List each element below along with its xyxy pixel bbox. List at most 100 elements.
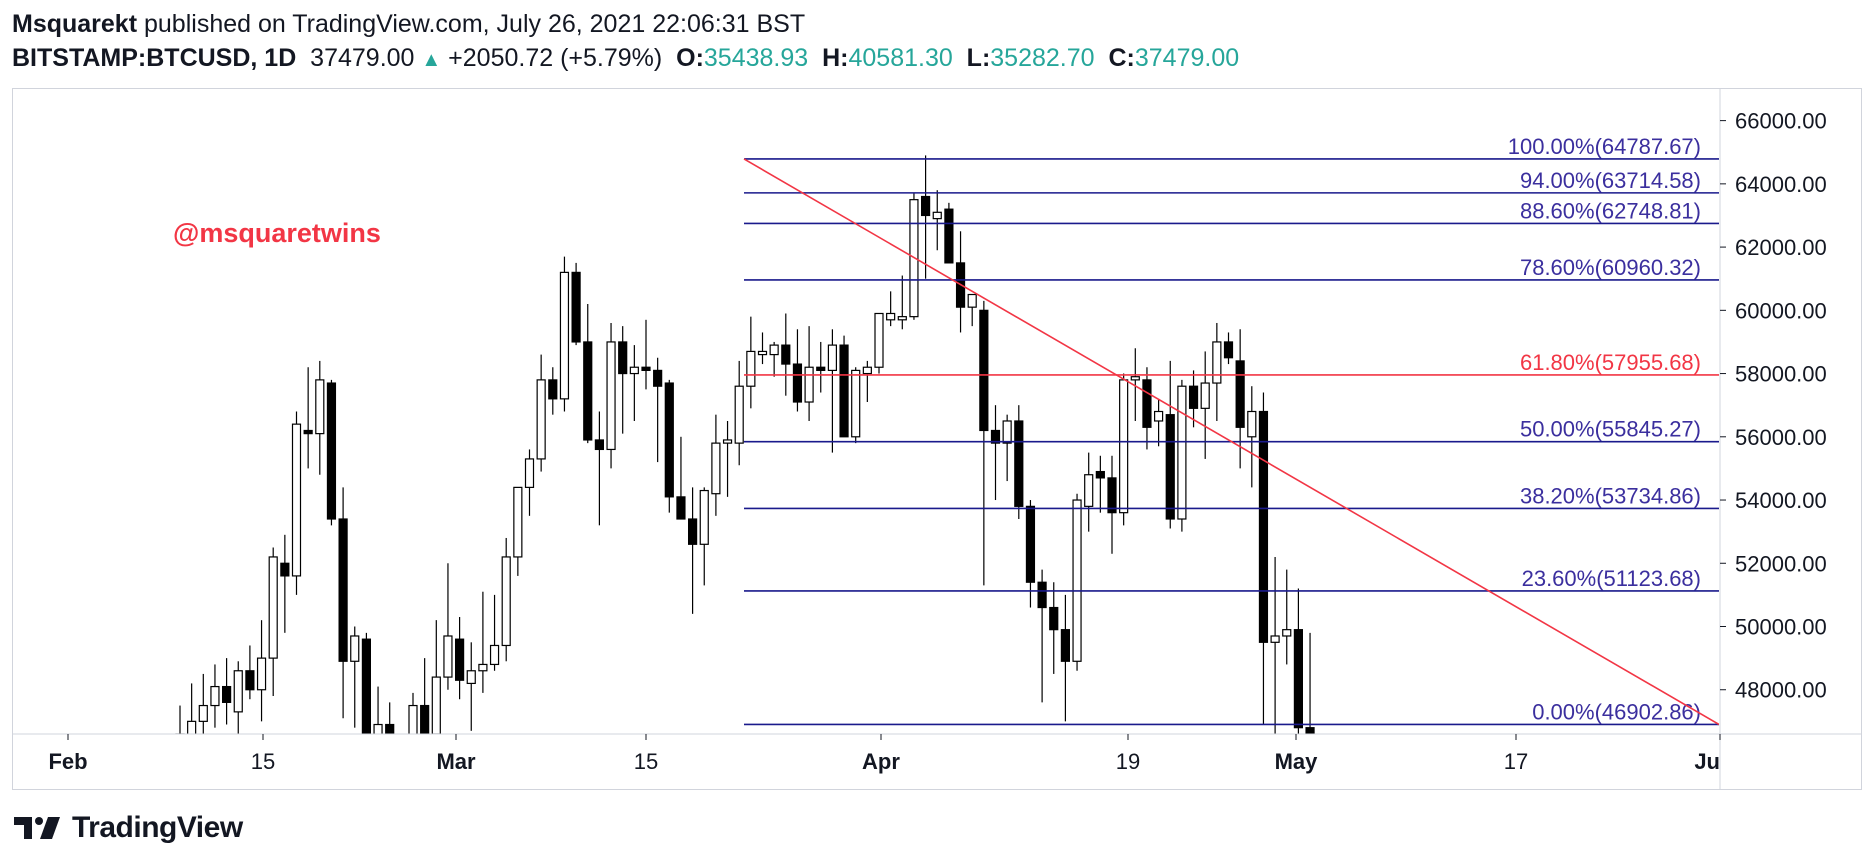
price-tick-label: 56000.00: [1735, 425, 1827, 450]
candle-body: [932, 211, 942, 220]
price-tick-label: 52000.00: [1735, 551, 1827, 576]
candle-body: [1095, 470, 1105, 479]
time-tick-label: 15: [251, 749, 275, 774]
open-value: 35438.93: [703, 44, 809, 72]
candle-body: [757, 350, 768, 356]
candle-body: [408, 704, 418, 734]
candle-body: [606, 341, 616, 451]
candle-body: [722, 439, 733, 444]
candle-body: [361, 638, 371, 734]
candle-body: [1177, 385, 1187, 520]
candle-body: [1247, 410, 1257, 438]
candle-body: [210, 685, 220, 707]
close-label: C:: [1108, 44, 1135, 72]
time-tick-label: May: [1275, 749, 1319, 774]
candle-body: [944, 208, 954, 264]
candle-body: [326, 382, 337, 520]
plot-area[interactable]: 100.00%(64787.67) 94.00%(63714.58) 88.60%(…: [175, 134, 1719, 789]
candle-body: [222, 685, 232, 703]
time-axis[interactable]: Feb 15 Mar 15 Apr 19 May 17 Ju: [48, 734, 1721, 774]
candle-body: [175, 733, 185, 734]
price-tick-label: 54000.00: [1735, 488, 1827, 513]
author-name[interactable]: Msquarekt: [12, 10, 138, 38]
candle-body: [291, 423, 302, 577]
time-tick-label: Feb: [48, 749, 87, 774]
candle-body: [781, 344, 791, 365]
watermark-handle: @msquaretwins: [173, 218, 381, 248]
open-label: O:: [676, 44, 704, 72]
candle-body: [303, 429, 313, 435]
candle-body: [524, 458, 535, 488]
tradingview-footer[interactable]: TradingView: [12, 810, 243, 846]
price-tick-label: 58000.00: [1735, 362, 1827, 387]
candle-body: [1142, 379, 1152, 428]
candle-body: [1293, 629, 1304, 729]
candle-body: [385, 723, 395, 734]
time-tick-label: 15: [634, 749, 658, 774]
candle-body: [816, 366, 826, 371]
candle-body: [1165, 414, 1175, 520]
price-tick-label: 66000.00: [1735, 109, 1827, 134]
candle-body: [443, 635, 453, 678]
close-value: 37479.00: [1134, 44, 1240, 72]
candle-body: [1025, 505, 1036, 583]
candle-body: [769, 344, 779, 356]
candle-body: [350, 635, 360, 662]
candle-body: [373, 723, 383, 734]
fib-level-label: 38.20%(53734.86): [1520, 483, 1701, 508]
candle-body: [1305, 727, 1315, 734]
time-tick-label: Ju: [1694, 749, 1720, 774]
candle-body: [1119, 379, 1129, 514]
candle-body: [851, 369, 861, 438]
candle-body: [897, 316, 907, 321]
candle-body: [886, 312, 896, 321]
candle-body: [967, 293, 977, 308]
candle-body: [1049, 606, 1059, 631]
symbol-line: BITSTAMP:BTCUSD, 1D 37479.00 ▲ +2050.72 …: [12, 42, 1239, 76]
fib-level-label: 100.00%(64787.67): [1508, 134, 1701, 159]
candle-body: [618, 341, 628, 375]
candle-body: [1282, 629, 1292, 637]
candle-body: [792, 363, 803, 403]
candle-body: [839, 344, 849, 438]
candle-body: [804, 366, 814, 403]
candle-body: [466, 670, 476, 685]
fib-level-label: 0.00%(46902.86): [1532, 699, 1701, 724]
candlestick-chart[interactable]: 100.00%(64787.67) 94.00%(63714.58) 88.60%(…: [13, 89, 1861, 789]
chart-frame[interactable]: 100.00%(64787.67) 94.00%(63714.58) 88.60%(…: [12, 88, 1862, 790]
candle-body: [699, 489, 709, 545]
candle-body: [513, 486, 523, 558]
trend-line: [743, 158, 1719, 726]
time-tick-label: 17: [1504, 749, 1528, 774]
price-tick-label: 50000.00: [1735, 615, 1827, 640]
candle-body: [198, 704, 208, 722]
candle-body: [1084, 474, 1094, 507]
fib-level-label: 61.80%(57955.68): [1520, 350, 1701, 375]
candle-body: [1153, 410, 1164, 422]
low-label: L:: [966, 44, 991, 72]
candle-body: [1014, 420, 1024, 507]
candle-body: [664, 382, 674, 498]
candle-body: [979, 309, 989, 432]
candle-body: [874, 312, 884, 368]
candle-body: [489, 644, 500, 666]
candle-body: [1235, 360, 1245, 428]
candle-body: [1258, 410, 1269, 643]
candle-body: [629, 366, 639, 375]
candle-body: [920, 195, 931, 217]
candle-body: [478, 663, 488, 672]
candle-body: [676, 496, 686, 520]
candle-body: [338, 518, 348, 662]
candle-body: [746, 350, 756, 387]
price-axis[interactable]: 66000.00 64000.00 62000.00 60000.00 58000.00…: [1720, 109, 1827, 703]
candle-body: [1200, 382, 1210, 409]
candle-body: [1002, 420, 1012, 444]
candle-body: [1270, 635, 1280, 643]
high-value: 40581.30: [848, 44, 953, 72]
candle-body: [1072, 499, 1082, 662]
price-tick-label: 48000.00: [1735, 678, 1827, 703]
candle-body: [187, 720, 197, 734]
candle-body: [594, 439, 605, 451]
price-tick-label: 62000.00: [1735, 235, 1827, 260]
candle-body: [431, 676, 441, 734]
